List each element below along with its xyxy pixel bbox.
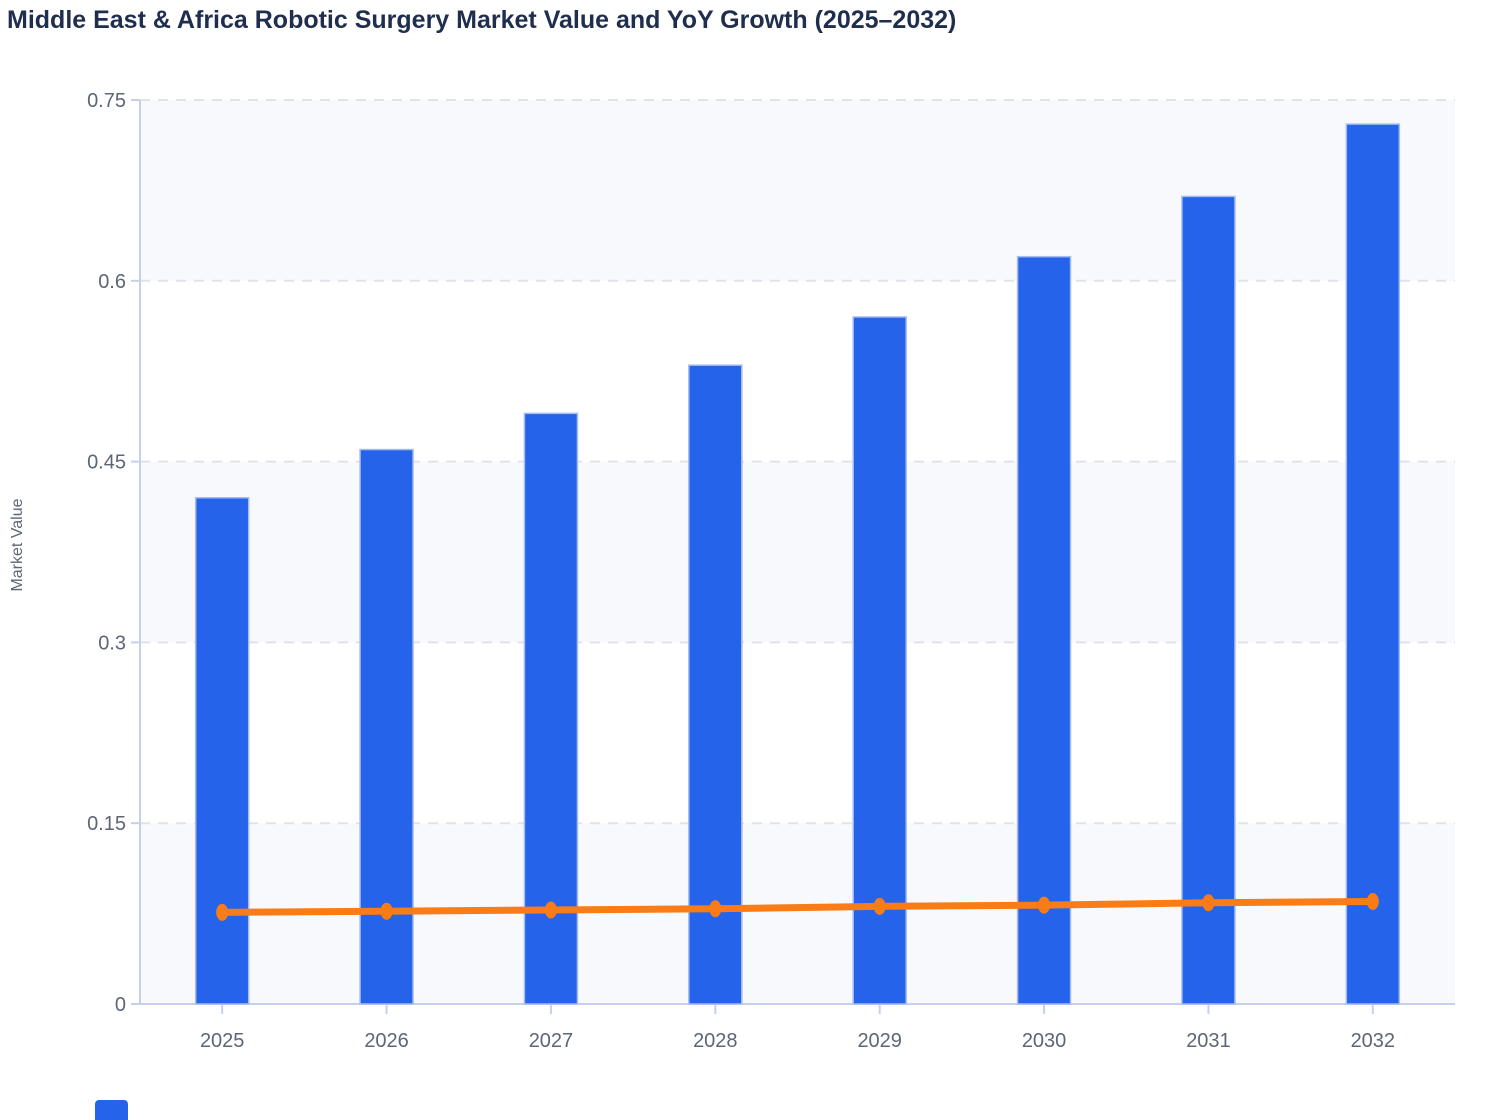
x-tick-label: 2030 xyxy=(1022,1030,1067,1052)
x-tick-label: 2025 xyxy=(200,1030,245,1052)
x-tick-label: 2027 xyxy=(529,1030,574,1052)
bar-2028[interactable] xyxy=(688,364,743,1005)
y-tick-label: 0.15 xyxy=(87,813,126,835)
bar-2026[interactable] xyxy=(359,448,414,1005)
bar-2032[interactable] xyxy=(1345,123,1401,1005)
yoy-growth-line xyxy=(218,898,1377,916)
x-tick-label: 2031 xyxy=(1186,1030,1231,1052)
bar-2025[interactable] xyxy=(194,497,250,1005)
split-area-band xyxy=(140,461,1455,643)
y-axis-title: Market Value xyxy=(9,498,26,592)
x-tick-label: 2032 xyxy=(1351,1030,1396,1052)
y-tick-label: 0 xyxy=(115,994,126,1016)
line-point-2028[interactable] xyxy=(709,900,722,918)
x-tick-label: 2028 xyxy=(693,1030,738,1052)
line-point-2030[interactable] xyxy=(1038,896,1051,914)
y-tick-label: 0.45 xyxy=(87,452,126,474)
x-tick-label: 2029 xyxy=(857,1030,902,1052)
bar-2029[interactable] xyxy=(852,316,907,1005)
split-area-band xyxy=(140,100,1455,281)
split-area-band xyxy=(140,280,1455,462)
line-point-2029[interactable] xyxy=(873,897,886,915)
y-tick-label: 0.6 xyxy=(98,271,126,293)
split-area-band xyxy=(140,642,1455,824)
x-tick-label: 2026 xyxy=(364,1030,409,1052)
line-point-2032[interactable] xyxy=(1366,893,1379,911)
line-point-2027[interactable] xyxy=(544,901,557,919)
y-tick-label: 0.75 xyxy=(87,90,126,112)
y-tick-label: 0.3 xyxy=(98,632,126,654)
bar-2030[interactable] xyxy=(1016,255,1072,1005)
line-point-2026[interactable] xyxy=(380,902,393,920)
bar-2031[interactable] xyxy=(1181,195,1236,1005)
chart-title: Middle East & Africa Robotic Surgery Mar… xyxy=(7,6,957,34)
line-point-2031[interactable] xyxy=(1202,894,1215,912)
line-point-2025[interactable] xyxy=(216,903,229,921)
legend-swatch-clipped[interactable] xyxy=(95,1100,128,1120)
